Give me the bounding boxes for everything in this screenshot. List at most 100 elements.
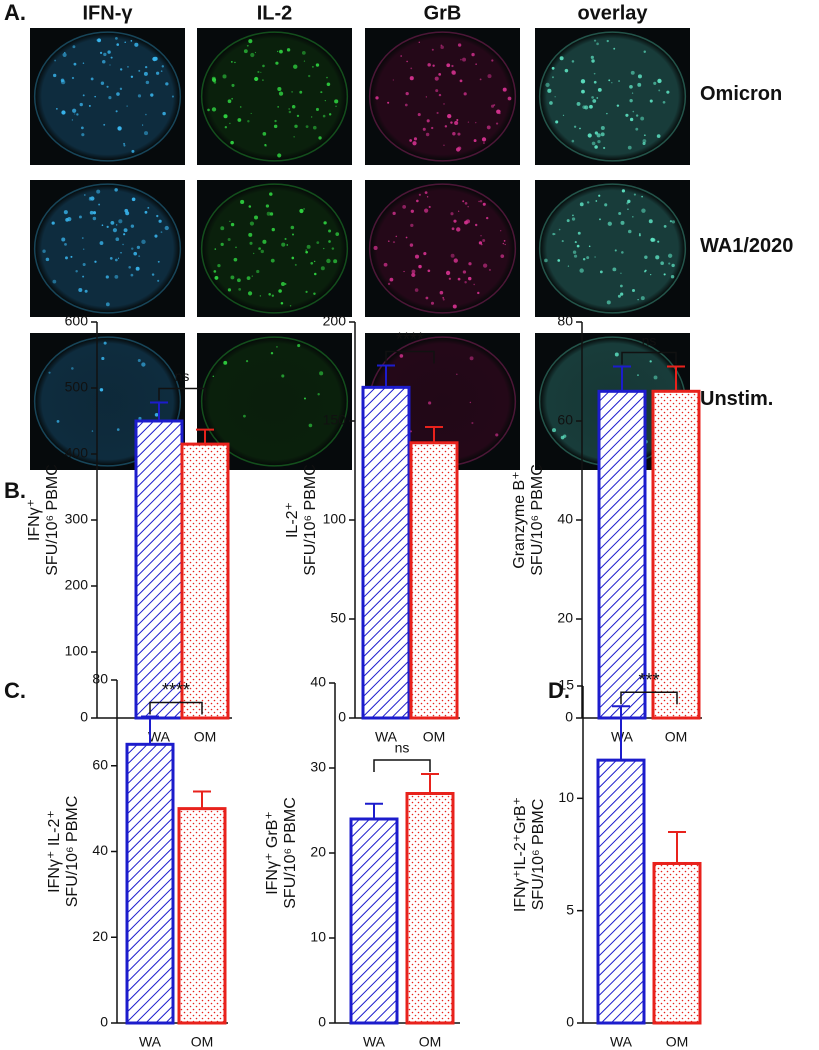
spot (431, 126, 434, 130)
spot (473, 283, 475, 286)
spot (547, 88, 552, 93)
spot (620, 292, 624, 296)
spot (247, 291, 253, 296)
spot (246, 276, 251, 280)
spot (78, 215, 82, 219)
spot (417, 113, 421, 117)
spot (73, 62, 77, 66)
spot (303, 397, 306, 400)
spot (286, 48, 291, 52)
spot (573, 254, 578, 258)
spot (387, 240, 390, 242)
spot (412, 141, 417, 146)
spot (473, 139, 477, 143)
y-tick-label: 400 (65, 445, 89, 461)
spot (633, 193, 636, 196)
spot (658, 89, 661, 92)
spot (277, 50, 279, 53)
spot (237, 118, 242, 122)
spot (387, 101, 390, 104)
spot (650, 274, 652, 276)
spot (427, 63, 431, 67)
spot (269, 212, 274, 216)
spot (649, 99, 653, 103)
spot (271, 294, 274, 297)
spot (463, 92, 467, 96)
spot (606, 300, 611, 305)
spot (308, 423, 313, 428)
well (33, 31, 182, 162)
spot (120, 252, 122, 254)
spot (110, 220, 115, 225)
spot (114, 274, 119, 279)
spot (237, 278, 241, 283)
spot (277, 153, 282, 158)
y-tick-label: 5 (566, 901, 574, 917)
spot (71, 76, 75, 80)
spot (549, 101, 553, 105)
spot (74, 113, 76, 115)
spot (70, 255, 73, 258)
spot (61, 237, 66, 242)
spot (292, 105, 294, 107)
spot (657, 240, 660, 243)
spot (432, 64, 435, 67)
spot (599, 218, 601, 221)
spot (428, 205, 431, 209)
row-label: WA1/2020 (700, 235, 793, 257)
spot (503, 240, 506, 242)
y-tick-label: 10 (310, 929, 326, 945)
spot (262, 239, 267, 244)
spot (579, 268, 584, 273)
spot (500, 254, 505, 258)
spot (560, 435, 565, 440)
spot (402, 205, 407, 209)
spot (222, 74, 227, 79)
spot (425, 96, 428, 98)
spot (614, 352, 619, 357)
spot (89, 196, 92, 199)
spot (305, 290, 308, 293)
well (33, 183, 182, 314)
spot (481, 137, 487, 142)
spot (243, 414, 246, 418)
spot (308, 74, 311, 78)
spot (143, 131, 149, 136)
spot (256, 269, 260, 274)
spot (464, 281, 467, 284)
spot (248, 39, 253, 44)
spot (507, 96, 512, 101)
spot (411, 269, 416, 274)
spot (597, 87, 602, 92)
spot (545, 82, 550, 88)
spot (643, 50, 646, 53)
x-tick-label: OM (419, 1034, 442, 1050)
spot (572, 214, 574, 217)
spot (131, 247, 134, 250)
spot (320, 91, 323, 94)
spot (414, 254, 420, 259)
column-header: IFN-γ (83, 2, 134, 24)
spot (671, 263, 675, 268)
spot (122, 243, 124, 246)
spot (592, 99, 597, 103)
spot (303, 60, 306, 62)
spot (457, 277, 461, 281)
spot (618, 211, 622, 215)
spot (395, 235, 398, 238)
spot (294, 263, 297, 266)
y-tick-label: 40 (92, 842, 108, 858)
spot (145, 113, 147, 116)
spot (450, 212, 454, 216)
spot (107, 50, 111, 54)
spot (260, 71, 262, 73)
bar (349, 817, 399, 1025)
spot (375, 96, 379, 100)
spot (227, 99, 232, 104)
spot (130, 40, 133, 42)
spot (220, 226, 225, 231)
spot (271, 227, 275, 232)
y-tick-label: 0 (338, 709, 346, 725)
spot (446, 63, 451, 68)
spot (426, 196, 429, 198)
